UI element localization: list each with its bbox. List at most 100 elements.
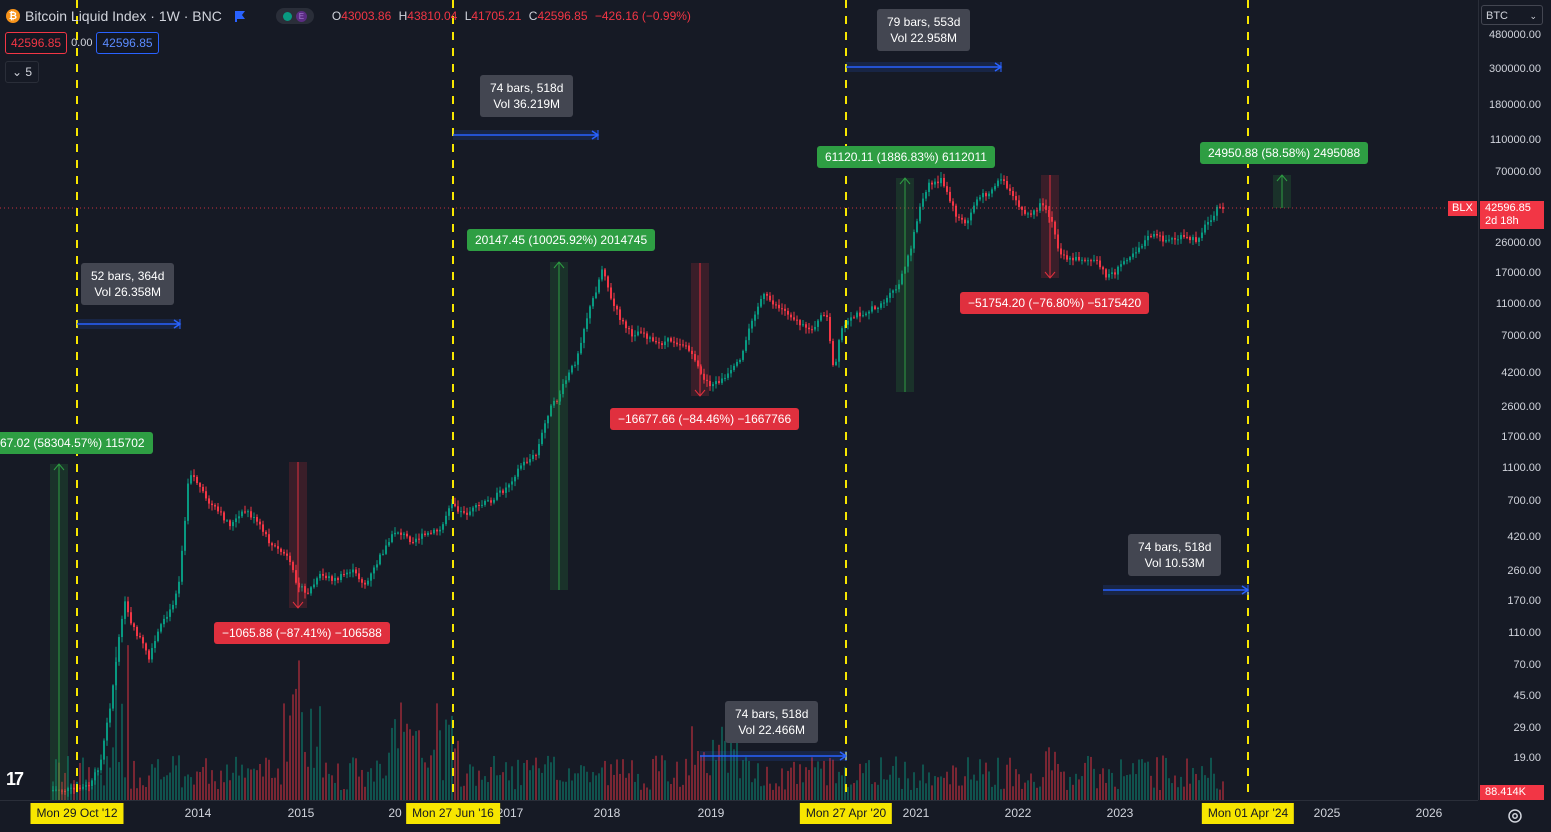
candle-body [457, 506, 459, 512]
candle-body [790, 314, 792, 318]
volume-bar [358, 776, 360, 800]
volume-bar [163, 776, 165, 800]
range-label-4[interactable]: 74 bars, 518d Vol 22.466M [725, 701, 819, 743]
measure-arrow [694, 389, 706, 397]
volume-bar [256, 770, 258, 800]
candle-body [229, 520, 231, 527]
volume-bar [208, 783, 210, 800]
volume-bar [187, 774, 189, 800]
candle-body [1015, 196, 1017, 201]
volume-bar [559, 780, 561, 800]
candle-body [415, 538, 417, 543]
candle-body [1093, 259, 1095, 261]
candle-body [976, 199, 978, 206]
time-tick-label: 2022 [1004, 806, 1032, 820]
volume-bar [223, 782, 225, 800]
volume-bar [1165, 757, 1167, 800]
volume-bar [1198, 780, 1200, 800]
settings-gear-icon[interactable] [1506, 807, 1524, 825]
symbol-legend: ₿ Bitcoin Liquid Index · 1W · BNC E O430… [6, 6, 691, 26]
chart-plot-area[interactable] [0, 0, 1478, 800]
candle-body [520, 465, 522, 469]
volume-bar [415, 731, 417, 800]
measure-label-up-1[interactable]: 67.02 (58304.57%) 115702 [0, 432, 153, 454]
flag-icon[interactable] [234, 10, 246, 22]
volume-bar [301, 712, 303, 800]
volume-bar [1171, 783, 1173, 800]
volume-bar [775, 783, 777, 800]
measure-label-up-4[interactable]: 24950.88 (58.58%) 2495088 [1200, 142, 1369, 164]
price-tick-label: 11000.00 [1495, 298, 1541, 310]
status-pill[interactable]: E [275, 8, 314, 24]
volume-bar [994, 784, 996, 800]
drawings-layer[interactable] [0, 0, 1478, 800]
currency-select[interactable]: BTC ⌄ [1481, 5, 1543, 25]
volume-bar [589, 782, 591, 800]
symbol-title[interactable]: Bitcoin Liquid Index · 1W · BNC [25, 8, 222, 24]
range-label-5[interactable]: 74 bars, 518d Vol 10.53M [1128, 534, 1222, 576]
ohlc-close: 42596.85 [537, 9, 588, 23]
candle-body [247, 511, 249, 513]
volume-bar [1087, 755, 1089, 800]
price-axis[interactable] [1478, 0, 1551, 800]
candle-body [352, 569, 354, 573]
candle-body [898, 284, 900, 290]
volume-bar [409, 729, 411, 800]
candle-body [847, 320, 849, 325]
volume-bar [1054, 751, 1056, 800]
volume-bar [100, 774, 102, 800]
range-label-bars: 79 bars, 553d [887, 15, 961, 29]
price-tick-label: 260.00 [1507, 565, 1541, 577]
indicators-toggle-button[interactable]: ⌄ 5 [5, 61, 40, 83]
candle-body [655, 341, 657, 343]
candle-body [772, 300, 774, 305]
candle-body [1177, 239, 1179, 241]
candle-body [730, 370, 732, 374]
candle-body [1081, 259, 1083, 261]
volume-bar [199, 771, 201, 800]
candle-body [418, 538, 420, 540]
candle-body [622, 319, 624, 322]
volume-bar [934, 776, 936, 800]
volume-bar [331, 775, 333, 800]
candle-body [697, 360, 699, 367]
volume-bar [391, 727, 393, 800]
range-label-2[interactable]: 74 bars, 518d Vol 36.219M [480, 75, 574, 117]
candle-body [526, 461, 528, 463]
volume-bar [835, 783, 837, 800]
price-tick-label: 700.00 [1507, 495, 1541, 507]
range-label-3[interactable]: 79 bars, 553d Vol 22.958M [877, 9, 971, 51]
volume-bar [796, 783, 798, 800]
candle-body [1189, 236, 1191, 241]
candle-body [1219, 206, 1221, 208]
volume-bar [724, 740, 726, 800]
sell-button[interactable]: 42596.85 [5, 32, 68, 54]
measure-label-up-3[interactable]: 61120.11 (1886.83%) 6112011 [817, 146, 995, 168]
range-label-1[interactable]: 52 bars, 364d Vol 26.358M [81, 263, 175, 305]
candle-body [700, 366, 702, 374]
volume-bar [736, 732, 738, 800]
candle-body [802, 324, 804, 326]
measure-label-down-3[interactable]: −51754.20 (−76.80%) −5175420 [960, 292, 1150, 314]
buy-button[interactable]: 42596.85 [96, 32, 159, 54]
measure-label-down-2[interactable]: −16677.66 (−84.46%) −1667766 [610, 408, 800, 430]
candle-body [1114, 272, 1116, 275]
candle-body [541, 432, 543, 445]
candle-body [562, 383, 564, 395]
volume-bars [52, 645, 1224, 800]
measure-label-down-1[interactable]: −1065.88 (−87.41%) −106588 [214, 622, 390, 644]
volume-bar [901, 788, 903, 800]
volume-bar [985, 762, 987, 800]
volume-bar [988, 771, 990, 800]
volume-bar [535, 757, 537, 800]
tradingview-logo[interactable]: 17 [6, 769, 24, 789]
volume-bar [601, 767, 603, 800]
volume-bar [190, 777, 192, 800]
candle-body [91, 780, 93, 787]
measure-label-up-2[interactable]: 20147.45 (10025.92%) 2014745 [467, 229, 656, 251]
volume-bar [1030, 773, 1032, 800]
volume-bar [271, 777, 273, 800]
volume-bar [685, 758, 687, 800]
volume-bar [949, 784, 951, 800]
